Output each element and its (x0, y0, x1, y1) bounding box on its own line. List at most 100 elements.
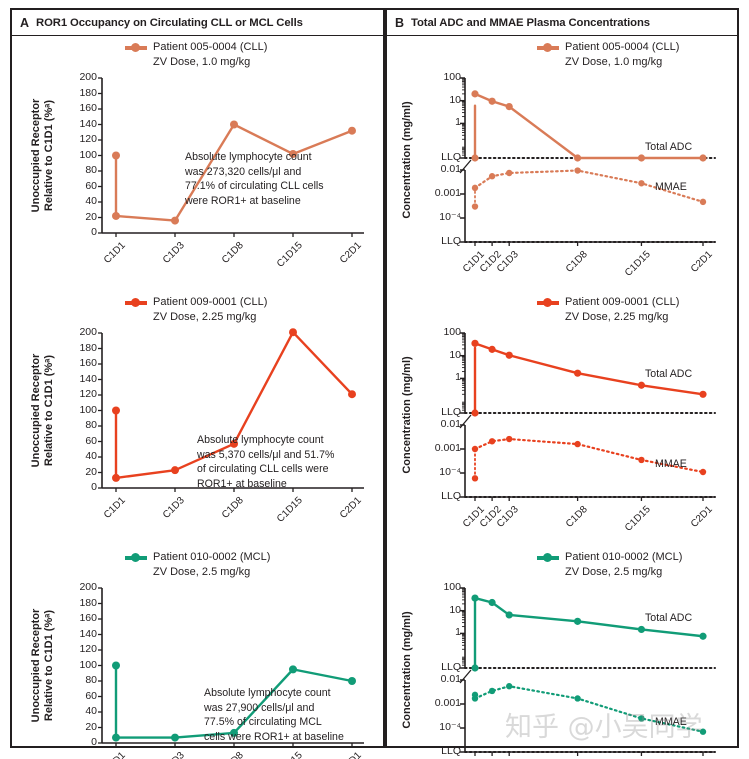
y-tick-label: 1 (455, 116, 461, 129)
y-tick-label: 40 (85, 450, 97, 462)
y-tick-label: LLQ (441, 490, 461, 502)
y-tick-label: 1 (455, 626, 461, 639)
panel-b-letter: B (395, 15, 405, 30)
y-tick-label: 10⁻⁴ (439, 211, 461, 223)
legend-row: Patient 009-0001 (CLL) (125, 295, 267, 310)
legend-patient-label: Patient 009-0001 (CLL) (565, 296, 680, 308)
y-tick-label: 100 (443, 71, 461, 83)
y-tick-label: 100 (79, 148, 97, 161)
legend-b-3: Patient 010-0002 (MCL) ZV Dose, 2.5 mg/kg (537, 550, 682, 580)
plot-b-2 (459, 332, 716, 501)
legend-dose-label: ZV Dose, 2.5 mg/kg (153, 566, 251, 578)
y-tick-label: 40 (85, 195, 97, 207)
y-tick-label: 180 (79, 86, 97, 99)
y-tick-label: 0 (91, 226, 97, 238)
y-tick-label: 60 (85, 434, 97, 447)
legend-a-3: Patient 010-0002 (MCL) ZV Dose, 2.5 mg/kg (125, 550, 270, 580)
legend-marker-icon (125, 43, 147, 52)
y-tick-label: 0.001 (434, 697, 461, 709)
y-tick-label: 160 (79, 102, 97, 114)
y-tick-label: 20 (85, 720, 97, 733)
legend-marker-icon (125, 298, 147, 307)
y-tick-label: 20 (85, 465, 97, 478)
legend-a-1: Patient 005-0004 (CLL) ZV Dose, 1.0 mg/kg (125, 40, 267, 70)
y-tick-label: 10 (449, 603, 461, 616)
series-label-mmae: MMAE (655, 457, 687, 470)
y-tick-label: 0.01 (440, 673, 461, 685)
y-tick-label: 0.01 (440, 418, 461, 430)
legend-dose-label: ZV Dose, 2.25 mg/kg (153, 311, 257, 323)
series-label-total-adc: Total ADC (645, 368, 693, 381)
panel-a-title: ROR1 Occupancy on Circulating CLL or MCL… (36, 16, 303, 29)
legend-patient-label: Patient 005-0004 (CLL) (153, 41, 268, 53)
plot-a-3 (98, 587, 364, 747)
legend-row: Patient 005-0004 (CLL) (125, 40, 267, 55)
series-mmae (471, 683, 707, 735)
chart-a-1: Patient 005-0004 (CLL) ZV Dose, 1.0 mg/kg… (12, 40, 383, 270)
series-label-mmae: MMAE (655, 716, 687, 729)
panel-b-title: Total ADC and MMAE Plasma Concentrations (411, 16, 650, 29)
y-tick-label: 200 (79, 326, 97, 338)
legend-dose-label: ZV Dose, 2.5 mg/kg (565, 566, 663, 578)
legend-dose-label: ZV Dose, 1.0 mg/kg (565, 56, 663, 68)
series-line (112, 120, 356, 225)
y-tick-label: LLQ (441, 661, 461, 673)
y-tick-label: 60 (85, 689, 97, 702)
y-tick-label: 120 (79, 388, 97, 400)
legend-a-2: Patient 009-0001 (CLL) ZV Dose, 2.25 mg/k… (125, 295, 267, 325)
y-tick-label: 100 (79, 403, 97, 416)
y-tick-label: 200 (79, 71, 97, 83)
panel-a-header: A ROR1 Occupancy on Circulating CLL or M… (12, 10, 383, 36)
y-tick-label: 0 (91, 481, 97, 493)
legend-row: Patient 005-0004 (CLL) (537, 40, 679, 55)
y-tick-label: 60 (85, 179, 97, 192)
y-tick-label: 140 (79, 117, 97, 130)
y-tick-label: 120 (79, 133, 97, 145)
y-tick-label: 180 (79, 596, 97, 609)
series-label-total-adc: Total ADC (645, 141, 693, 153)
legend-patient-label: Patient 009-0001 (CLL) (153, 296, 268, 308)
y-tick-label: 10⁻⁴ (439, 466, 461, 478)
panel-b-header: B Total ADC and MMAE Plasma Concentratio… (387, 10, 737, 36)
y-tick-label: LLQ (441, 745, 461, 757)
y-tick-label: 40 (85, 705, 97, 717)
legend-row: Patient 010-0002 (MCL) (537, 550, 682, 565)
legend-b-2: Patient 009-0001 (CLL) ZV Dose, 2.25 mg/k… (537, 295, 679, 325)
annotation-a-1: Absolute lymphocyte count was 273,320 ce… (185, 151, 324, 207)
y-tick-label: 1 (455, 371, 461, 384)
legend-marker-icon (537, 298, 559, 307)
plot-b-1 (459, 77, 716, 246)
panel-a: A ROR1 Occupancy on Circulating CLL or M… (10, 8, 385, 759)
y-tick-label: 10 (449, 93, 461, 106)
y-tick-label: LLQ (441, 406, 461, 418)
legend-patient-label: Patient 005-0004 (CLL) (565, 41, 680, 53)
y-tick-label: 140 (79, 627, 97, 640)
y-tick-label: 80 (85, 164, 97, 176)
y-tick-label: 140 (79, 372, 97, 385)
series-line (112, 328, 356, 482)
y-tick-label: 0.001 (434, 187, 461, 199)
plot-a-1 (98, 77, 364, 237)
series-line (112, 661, 356, 742)
series-label-mmae: MMAE (655, 181, 687, 194)
chart-a-2: Patient 009-0001 (CLL) ZV Dose, 2.25 mg/k… (12, 295, 383, 525)
panel-a-letter: A (20, 15, 30, 30)
panel-b: B Total ADC and MMAE Plasma Concentratio… (385, 8, 739, 757)
chart-b-2: Patient 009-0001 (CLL) ZV Dose, 2.25 mg/k… (387, 295, 737, 534)
annotation-a-2: Absolute lymphocyte count was 5,370 cell… (197, 434, 335, 490)
legend-dose-label: ZV Dose, 2.25 mg/kg (565, 311, 669, 323)
y-tick-label: 100 (443, 581, 461, 593)
legend-marker-icon (537, 43, 559, 52)
y-tick-label: 0 (91, 736, 97, 748)
y-tick-label: 20 (85, 210, 97, 223)
series-mmae (471, 435, 707, 482)
series-total-adc (471, 594, 707, 672)
legend-dose-label: ZV Dose, 1.0 mg/kg (153, 56, 251, 68)
chart-a-3: Patient 010-0002 (MCL) ZV Dose, 2.5 mg/kg… (12, 550, 383, 759)
y-tick-label: 200 (79, 581, 97, 593)
y-tick-label: 0.01 (440, 163, 461, 175)
chart-b-1: Patient 005-0004 (CLL) ZV Dose, 1.0 mg/kg… (387, 40, 737, 279)
y-tick-label: 10⁻⁴ (439, 721, 461, 733)
y-tick-label: 10 (449, 348, 461, 361)
